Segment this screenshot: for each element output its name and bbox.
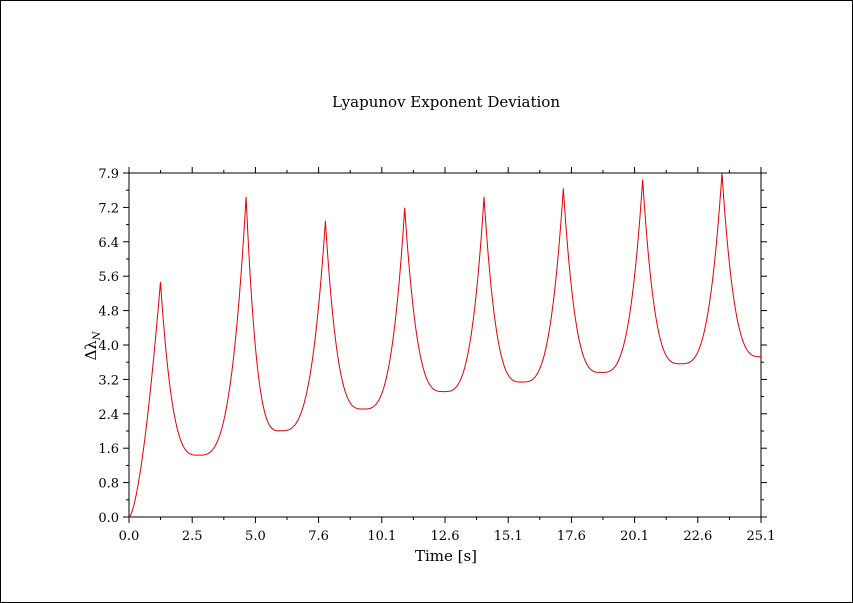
y-tick-label: 5.6 [98,270,119,285]
y-tick-label: 0.0 [98,511,119,526]
x-tick-label: 10.1 [367,529,396,544]
axis-ticks [123,167,767,523]
x-tick-label: 12.6 [431,529,460,544]
y-tick-label: 4.0 [98,339,119,354]
y-axis-title: ΔλN [82,330,103,360]
y-tick-label: 7.2 [98,201,119,216]
svg-text:ΔλN: ΔλN [82,330,103,360]
x-axis-label: Time [s] [415,547,477,565]
x-tick-label: 20.1 [620,529,649,544]
x-tick-label: 5.0 [245,529,266,544]
x-tick-label: 7.6 [308,529,329,544]
y-axis-label-subscript: N [92,330,103,341]
y-tick-label: 1.6 [98,442,119,457]
y-tick-label: 3.2 [98,373,119,388]
series-line [128,172,761,518]
y-tick-label: 7.9 [98,167,119,182]
plot-area [128,172,762,518]
y-tick-label: 6.4 [98,236,119,251]
chart-title: Lyapunov Exponent Deviation [332,93,560,111]
y-tick-label: 2.4 [98,408,119,423]
x-tick-label: 15.1 [494,529,523,544]
x-tick-label: 0.0 [119,529,140,544]
x-tick-label: 2.5 [182,529,203,544]
y-tick-label: 0.8 [98,477,119,492]
x-tick-label: 17.6 [557,529,586,544]
tick-labels: 0.0 2.5 5.0 7.6 10.1 12.6 15.1 17.6 20.1 22.6 25.1… [98,167,775,544]
x-tick-label: 25.1 [747,529,776,544]
y-tick-label: 4.8 [98,305,119,320]
x-tick-label: 22.6 [683,529,712,544]
y-axis-label: Δλ [82,340,100,361]
